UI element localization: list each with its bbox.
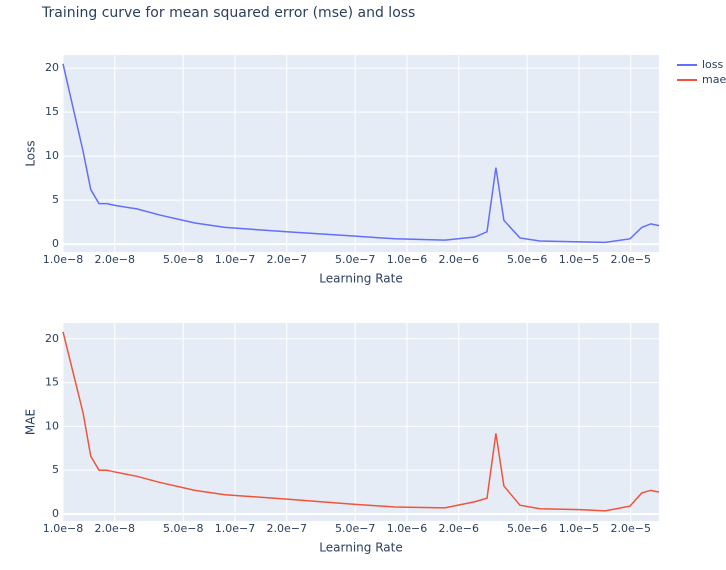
x-tick-label: 2.0e−6	[439, 253, 479, 266]
x-tick-label: 2.0e−8	[95, 253, 135, 266]
x-tick-label: 1.0e−8	[43, 253, 83, 266]
y-tick-label: 15	[45, 105, 59, 118]
x-tick-label: 2.0e−6	[439, 522, 479, 535]
x-tick-label: 2.0e−8	[95, 522, 135, 535]
chart-title: Training curve for mean squared error (m…	[41, 5, 415, 21]
legend-label: mae	[702, 73, 726, 86]
x-tick-label: 5.0e−7	[335, 253, 375, 266]
x-tick-label: 2.0e−7	[267, 522, 307, 535]
x-tick-label: 5.0e−8	[163, 253, 203, 266]
y-tick-label: 15	[45, 376, 59, 389]
y-tick-label: 5	[52, 193, 59, 206]
y-tick-label: 10	[45, 419, 59, 432]
x-tick-label: 2.0e−5	[610, 253, 650, 266]
x-tick-label: 1.0e−8	[43, 522, 83, 535]
x-tick-label: 1.0e−6	[387, 253, 427, 266]
x-axis-title: Learning Rate	[319, 272, 402, 286]
legend-label: loss	[702, 58, 724, 71]
x-tick-label: 1.0e−5	[559, 522, 599, 535]
y-tick-label: 0	[52, 507, 59, 520]
y-axis-title: MAE	[24, 409, 38, 435]
y-tick-label: 5	[52, 463, 59, 476]
x-tick-label: 2.0e−5	[610, 522, 650, 535]
plot-area	[63, 323, 659, 521]
x-axis-title: Learning Rate	[319, 541, 402, 555]
x-tick-label: 5.0e−7	[335, 522, 375, 535]
y-tick-label: 10	[45, 149, 59, 162]
line-series	[62, 331, 660, 512]
x-tick-label: 2.0e−7	[267, 253, 307, 266]
y-tick-label: 20	[45, 61, 59, 74]
y-tick-label: 20	[45, 332, 59, 345]
line-series	[62, 63, 660, 244]
x-tick-label: 5.0e−6	[507, 522, 547, 535]
x-tick-label: 5.0e−8	[163, 522, 203, 535]
x-tick-label: 1.0e−6	[387, 522, 427, 535]
x-tick-label: 1.0e−5	[559, 253, 599, 266]
plot-area	[63, 55, 659, 252]
y-axis-title: Loss	[24, 140, 38, 166]
x-tick-label: 1.0e−7	[215, 253, 255, 266]
x-tick-label: 1.0e−7	[215, 522, 255, 535]
x-tick-label: 5.0e−6	[507, 253, 547, 266]
y-tick-label: 0	[52, 237, 59, 250]
